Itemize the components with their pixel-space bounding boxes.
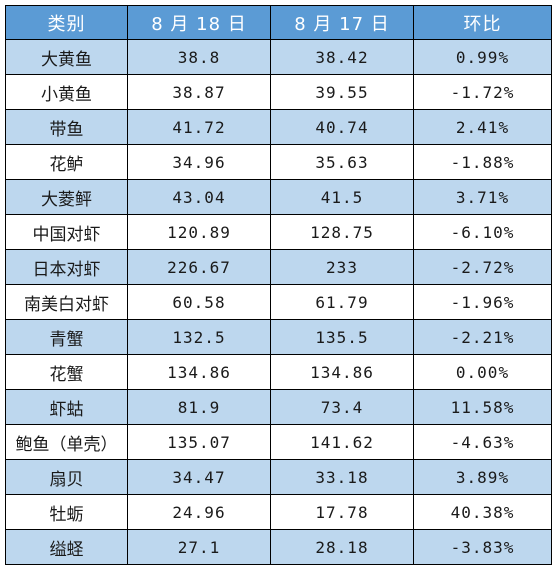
cell-change: -2.21% [413, 319, 552, 355]
cell-category: 缢蛏 [5, 529, 128, 565]
cell-change: 0.00% [413, 354, 552, 390]
cell-category: 带鱼 [5, 109, 128, 145]
table-row: 缢蛏 27.1 28.18 -3.83% [5, 529, 552, 565]
cell-change: -1.72% [413, 74, 552, 110]
cell-category: 南美白对虾 [5, 284, 128, 320]
table-row: 南美白对虾 60.58 61.79 -1.96% [5, 284, 552, 320]
cell-aug17: 128.75 [270, 214, 414, 250]
cell-category: 花鲈 [5, 144, 128, 180]
cell-aug18: 226.67 [127, 249, 271, 285]
cell-aug17: 134.86 [270, 354, 414, 390]
cell-aug17: 61.79 [270, 284, 414, 320]
table-row: 鲍鱼（单壳） 135.07 141.62 -4.63% [5, 424, 552, 460]
price-table-container: 类别 8 月 18 日 8 月 17 日 环比 大黄鱼 38.8 38.42 0… [5, 5, 552, 565]
cell-aug18: 135.07 [127, 424, 271, 460]
cell-category: 大菱鲆 [5, 179, 128, 215]
cell-change: 3.89% [413, 459, 552, 495]
cell-change: -4.63% [413, 424, 552, 460]
cell-aug18: 132.5 [127, 319, 271, 355]
cell-category: 大黄鱼 [5, 39, 128, 75]
cell-aug18: 81.9 [127, 389, 271, 425]
cell-change: -1.96% [413, 284, 552, 320]
cell-aug17: 41.5 [270, 179, 414, 215]
cell-aug18: 38.8 [127, 39, 271, 75]
cell-aug17: 141.62 [270, 424, 414, 460]
cell-change: -1.88% [413, 144, 552, 180]
cell-aug18: 27.1 [127, 529, 271, 565]
cell-change: 40.38% [413, 494, 552, 530]
cell-change: 0.99% [413, 39, 552, 75]
cell-aug18: 34.47 [127, 459, 271, 495]
cell-aug17: 35.63 [270, 144, 414, 180]
table-row: 大黄鱼 38.8 38.42 0.99% [5, 39, 552, 75]
table-row: 小黄鱼 38.87 39.55 -1.72% [5, 74, 552, 110]
cell-aug18: 34.96 [127, 144, 271, 180]
table-row: 青蟹 132.5 135.5 -2.21% [5, 319, 552, 355]
cell-aug17: 38.42 [270, 39, 414, 75]
cell-aug17: 40.74 [270, 109, 414, 145]
cell-category: 扇贝 [5, 459, 128, 495]
cell-change: 2.41% [413, 109, 552, 145]
cell-aug17: 28.18 [270, 529, 414, 565]
cell-category: 日本对虾 [5, 249, 128, 285]
cell-change: -2.72% [413, 249, 552, 285]
cell-category: 小黄鱼 [5, 74, 128, 110]
table-row: 虾蛄 81.9 73.4 11.58% [5, 389, 552, 425]
cell-aug18: 43.04 [127, 179, 271, 215]
cell-category: 鲍鱼（单壳） [5, 424, 128, 460]
cell-aug17: 17.78 [270, 494, 414, 530]
cell-change: -3.83% [413, 529, 552, 565]
cell-category: 中国对虾 [5, 214, 128, 250]
cell-category: 虾蛄 [5, 389, 128, 425]
cell-aug17: 73.4 [270, 389, 414, 425]
cell-aug18: 41.72 [127, 109, 271, 145]
header-category: 类别 [5, 5, 128, 40]
cell-aug18: 24.96 [127, 494, 271, 530]
table-body: 大黄鱼 38.8 38.42 0.99% 小黄鱼 38.87 39.55 -1.… [5, 39, 552, 565]
header-row: 类别 8 月 18 日 8 月 17 日 环比 [5, 5, 552, 40]
table-row: 花蟹 134.86 134.86 0.00% [5, 354, 552, 390]
table-row: 扇贝 34.47 33.18 3.89% [5, 459, 552, 495]
cell-aug18: 120.89 [127, 214, 271, 250]
table-header: 类别 8 月 18 日 8 月 17 日 环比 [5, 5, 552, 40]
header-date-aug18: 8 月 18 日 [127, 5, 271, 40]
cell-aug17: 233 [270, 249, 414, 285]
cell-change: -6.10% [413, 214, 552, 250]
table-row: 日本对虾 226.67 233 -2.72% [5, 249, 552, 285]
header-date-aug17: 8 月 17 日 [270, 5, 414, 40]
cell-change: 3.71% [413, 179, 552, 215]
cell-category: 青蟹 [5, 319, 128, 355]
table-row: 中国对虾 120.89 128.75 -6.10% [5, 214, 552, 250]
table-row: 带鱼 41.72 40.74 2.41% [5, 109, 552, 145]
cell-aug17: 135.5 [270, 319, 414, 355]
cell-aug18: 134.86 [127, 354, 271, 390]
cell-aug18: 60.58 [127, 284, 271, 320]
seafood-price-table: 类别 8 月 18 日 8 月 17 日 环比 大黄鱼 38.8 38.42 0… [5, 5, 552, 565]
cell-category: 牡蛎 [5, 494, 128, 530]
table-row: 花鲈 34.96 35.63 -1.88% [5, 144, 552, 180]
cell-change: 11.58% [413, 389, 552, 425]
cell-category: 花蟹 [5, 354, 128, 390]
table-row: 牡蛎 24.96 17.78 40.38% [5, 494, 552, 530]
cell-aug18: 38.87 [127, 74, 271, 110]
cell-aug17: 33.18 [270, 459, 414, 495]
header-change: 环比 [413, 5, 552, 40]
cell-aug17: 39.55 [270, 74, 414, 110]
table-row: 大菱鲆 43.04 41.5 3.71% [5, 179, 552, 215]
